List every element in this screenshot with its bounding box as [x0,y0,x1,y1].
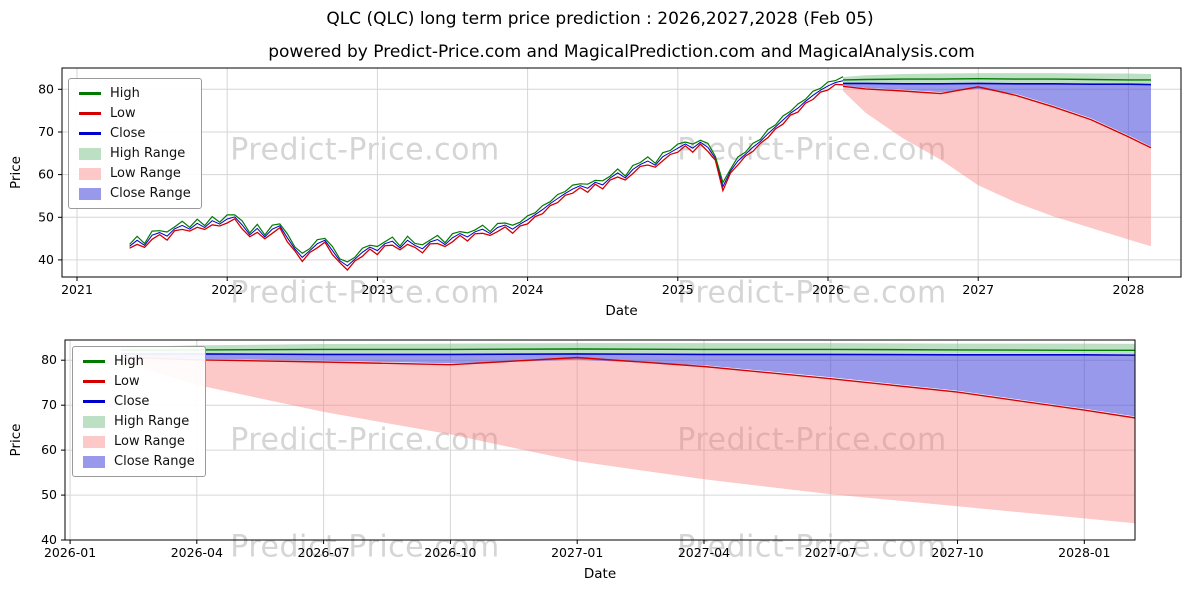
legend-label: Close Range [114,454,195,469]
svg-text:70: 70 [41,397,57,412]
svg-text:50: 50 [41,487,57,502]
legend-swatch-low [79,112,101,115]
legend-item: High Range [83,413,195,430]
legend-item: Close [79,125,191,142]
legend-label: Low [114,374,140,389]
legend-swatch-high-range [79,147,101,160]
svg-text:80: 80 [38,81,54,96]
svg-text:2026-04: 2026-04 [171,545,223,560]
legend-swatch-high [79,92,101,95]
legend-label: Close [114,394,150,409]
legend-item: Close Range [83,453,195,470]
legend-label: High Range [114,414,190,429]
legend-swatch-close [83,400,105,403]
legend-swatch-low-range [83,435,105,448]
chart-legend-bottom: High Low Close High Range Low Range Close Ran… [72,346,206,477]
svg-text:2024: 2024 [512,282,544,297]
svg-text:2026-10: 2026-10 [424,545,476,560]
svg-text:Date: Date [584,566,616,582]
svg-text:Date: Date [605,303,637,319]
legend-item: Close [83,393,195,410]
svg-text:2026-01: 2026-01 [44,545,96,560]
legend-label: Close [110,126,146,141]
svg-text:70: 70 [38,124,54,139]
svg-text:60: 60 [38,167,54,182]
legend-label: Low Range [114,434,185,449]
svg-text:2022: 2022 [211,282,243,297]
legend-item: Low Range [79,165,191,182]
svg-text:2026-07: 2026-07 [298,545,350,560]
svg-text:2027-01: 2027-01 [551,545,603,560]
svg-text:2027-07: 2027-07 [805,545,857,560]
svg-text:40: 40 [38,252,54,267]
legend-swatch-high [83,360,105,363]
powered-by-subtitle: powered by Predict-Price.com and Magical… [268,42,975,62]
legend-item: High Range [79,145,191,162]
legend-label: High [114,354,144,369]
legend-item: Low [83,373,195,390]
legend-label: Low Range [110,166,181,181]
svg-text:2021: 2021 [61,282,93,297]
svg-text:2025: 2025 [662,282,694,297]
svg-text:2027-10: 2027-10 [931,545,983,560]
svg-text:2028-01: 2028-01 [1058,545,1110,560]
svg-text:2026: 2026 [812,282,844,297]
legend-item: High [79,85,191,102]
legend-swatch-high-range [83,415,105,428]
svg-text:2027: 2027 [962,282,994,297]
legend-item: Close Range [79,185,191,202]
legend-swatch-close-range [79,187,101,200]
legend-swatch-close-range [83,455,105,468]
svg-text:Price: Price [8,156,24,189]
svg-text:50: 50 [38,209,54,224]
svg-text:40: 40 [41,532,57,547]
legend-label: Close Range [110,186,191,201]
svg-text:2023: 2023 [362,282,394,297]
svg-text:2027-04: 2027-04 [678,545,730,560]
figure-title: QLC (QLC) long term price prediction : 2… [326,9,874,29]
legend-swatch-low [83,380,105,383]
legend-swatch-close [79,132,101,135]
chart-legend-top: High Low Close High Range Low Range Close Ran… [68,78,202,209]
svg-text:60: 60 [41,442,57,457]
svg-text:2028: 2028 [1113,282,1145,297]
legend-label: Low [110,106,136,121]
legend-swatch-low-range [79,167,101,180]
svg-text:Price: Price [8,424,24,457]
legend-item: High [83,353,195,370]
legend-label: High [110,86,140,101]
svg-text:80: 80 [41,352,57,367]
legend-item: Low Range [83,433,195,450]
legend-label: High Range [110,146,186,161]
legend-item: Low [79,105,191,122]
